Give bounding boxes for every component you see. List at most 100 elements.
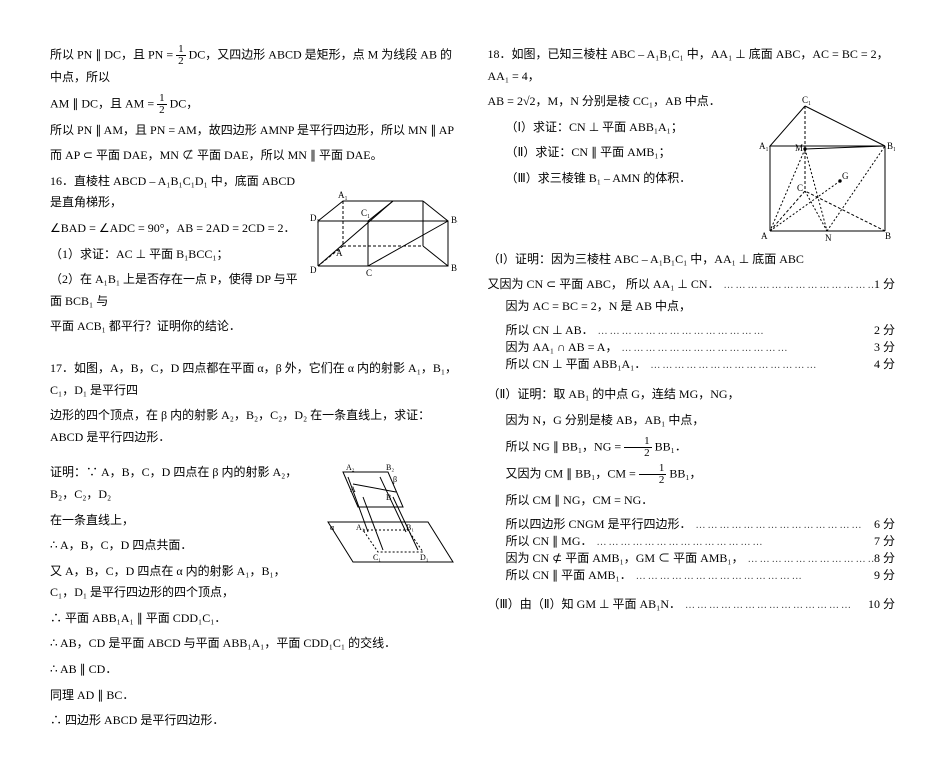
text: BB₁， [669,466,701,480]
svg-text:D₁: D₁ [420,553,429,562]
points: 4 分 [874,355,895,372]
svg-text:N: N [825,233,832,241]
prism-figure-icon: D₁ C₁ A₁ B₁ D C A B [308,171,458,281]
svg-text:C₁: C₁ [802,95,811,105]
line: （Ⅱ）证明：取 AB₁ 的中点 G，连结 MG，NG， [488,384,896,406]
svg-text:D₁: D₁ [310,213,320,223]
dots: …………………………………… [617,343,874,354]
line: 所以 PN ∥ DC，且 PN = 12 DC，又四边形 ABCD 是矩形，点 … [50,44,458,89]
right-column: 18．如图，已知三棱柱 ABC – A₁B₁C₁ 中，AA₁ ⊥ 底面 ABC，… [488,40,896,736]
text: 所以 CN ⊥ AB． [488,321,594,338]
text: AM ∥ DC，且 AM = [50,96,154,110]
text: 因为 AA₁ ∩ AB = A， [488,338,618,355]
dots: …………………………………… [593,537,874,548]
line: （Ⅰ）证明：因为三棱柱 ABC – A₁B₁C₁ 中，AA₁ ⊥ 底面 ABC [488,249,896,271]
svg-text:D: D [310,265,317,275]
points: 7 分 [874,532,895,549]
score-line: （Ⅲ）由（Ⅱ）知 GM ⊥ 平面 AB₁N． …………………………………… 10… [488,595,896,612]
line: 又因为 CM ∥ BB₁，CM = 12 BB₁， [488,463,896,486]
line: 而 AP ⊂ 平面 DAE，MN ⊄ 平面 DAE，所以 MN ∥ 平面 DAE… [50,145,458,167]
dots: …………………………………… [646,360,874,371]
svg-text:C: C [797,183,803,193]
points: 10 分 [868,595,895,612]
text: （Ⅲ）由（Ⅱ）知 GM ⊥ 平面 AB₁N． [488,595,682,612]
svg-text:A: A [350,485,356,494]
page: 所以 PN ∥ DC，且 PN = 12 DC，又四边形 ABCD 是矩形，点 … [50,40,895,736]
svg-text:B₁: B₁ [406,523,414,532]
svg-text:M: M [795,143,803,153]
text: 又因为 CN ⊂ 平面 ABC， 所以 AA₁ ⊥ CN． [488,275,720,292]
svg-text:β: β [393,475,397,484]
tri-prism-figure-icon: C₁ A₁ B₁ M G C A N B [755,91,895,241]
svg-text:B₁: B₁ [887,141,895,151]
line: 18．如图，已知三棱柱 ABC – A₁B₁C₁ 中，AA₁ ⊥ 底面 ABC，… [488,44,896,87]
spacer [488,376,896,380]
svg-text:A₁: A₁ [356,523,365,532]
svg-text:C₁: C₁ [373,553,381,562]
line: 所以 NG ∥ BB₁，NG = 12 BB₁． [488,436,896,459]
line: ∴ 平面 ABB₁A₁ ∥ 平面 CDD₁C₁． [50,608,458,630]
line: 同理 AD ∥ BC． [50,685,458,707]
score-line: 因为 AA₁ ∩ AB = A， …………………………………… 3 分 [488,338,896,355]
text: 所以 CN ∥ MG． [488,532,593,549]
points: 8 分 [874,549,895,566]
projection-figure-icon: A₂ B₂ β A B A₁ B₁ C₁ D₁ α [308,452,458,572]
fraction-icon: 12 [639,463,667,486]
svg-text:α: α [330,523,335,532]
text: 所以 NG ∥ BB₁，NG = [506,439,622,453]
score-line: 所以四边形 CNGM 是平行四边形． …………………………………… 6 分 [488,515,896,532]
text: 所以 CN ∥ 平面 AMB₁． [488,566,632,583]
line: 边形的四个顶点，在 β 内的射影 A₂，B₂，C₂，D₂ 在一条直线上，求证：A… [50,405,458,448]
fraction-icon: 12 [157,93,167,116]
svg-text:A: A [336,248,343,258]
score-line: 因为 CN ⊄ 平面 AMB₁，GM ⊂ 平面 AMB₁， …………………………… [488,549,896,566]
svg-text:B: B [451,263,457,273]
svg-text:C: C [366,268,372,278]
text: 所以 CN ⊥ 平面 ABB₁A₁． [488,355,647,372]
svg-text:A₂: A₂ [346,463,355,472]
svg-text:C₁: C₁ [361,208,370,218]
text: 所以四边形 CNGM 是平行四边形． [488,515,692,532]
text: 又因为 CM ∥ BB₁，CM = [506,466,636,480]
fraction-icon: 12 [624,436,652,459]
line: 因为 AC = BC = 2，N 是 AB 中点， [488,296,896,318]
points: 1 分 [874,275,895,292]
score-line: 所以 CN ∥ 平面 AMB₁． …………………………………… 9 分 [488,566,896,583]
score-line: 所以 CN ∥ MG． …………………………………… 7 分 [488,532,896,549]
text: BB₁． [655,439,687,453]
points: 2 分 [874,321,895,338]
svg-text:B: B [386,493,391,502]
points: 9 分 [874,566,895,583]
line: 所以 PN ∥ AM，且 PN = AM，故四边形 AMNP 是平行四边形，所以… [50,120,458,142]
dots: …………………………………… [632,571,874,582]
line: 平面 ACB₁ 都平行？证明你的结论． [50,316,458,338]
line: 所以 CM ∥ NG，CM = NG． [488,490,896,512]
svg-text:B₂: B₂ [386,463,394,472]
svg-text:A₁: A₁ [759,141,769,151]
svg-text:B₁: B₁ [451,215,458,225]
score-line: 又因为 CN ⊂ 平面 ABC， 所以 AA₁ ⊥ CN． …………………………… [488,275,896,292]
dots: …………………………………… [594,326,874,337]
spacer [50,346,458,354]
line: 因为 N，G 分别是棱 AB，AB₁ 中点， [488,410,896,432]
fraction-icon: 12 [176,44,186,67]
dots: …………………………………… [744,554,874,565]
text: 所以 PN ∥ DC，且 PN = [50,47,173,61]
score-line: 所以 CN ⊥ AB． …………………………………… 2 分 [488,321,896,338]
left-column: 所以 PN ∥ DC，且 PN = 12 DC，又四边形 ABCD 是矩形，点 … [50,40,458,736]
points: 6 分 [874,515,895,532]
line: ∴ AB ∥ CD． [50,659,458,681]
svg-text:G: G [842,171,849,181]
line: AM ∥ DC，且 AM = 12 DC， [50,93,458,116]
dots: …………………………………… [720,280,874,291]
svg-text:A₁: A₁ [338,190,348,200]
text: DC， [170,96,199,110]
line: ∴ 四边形 ABCD 是平行四边形． [50,710,458,732]
line: ∴ AB，CD 是平面 ABCD 与平面 ABB₁A₁，平面 CDD₁C₁ 的交… [50,633,458,655]
dots: …………………………………… [692,520,874,531]
svg-text:A: A [761,231,768,241]
points: 3 分 [874,338,895,355]
svg-text:B: B [885,231,891,241]
dots: …………………………………… [681,600,868,611]
score-line: 所以 CN ⊥ 平面 ABB₁A₁． …………………………………… 4 分 [488,355,896,372]
